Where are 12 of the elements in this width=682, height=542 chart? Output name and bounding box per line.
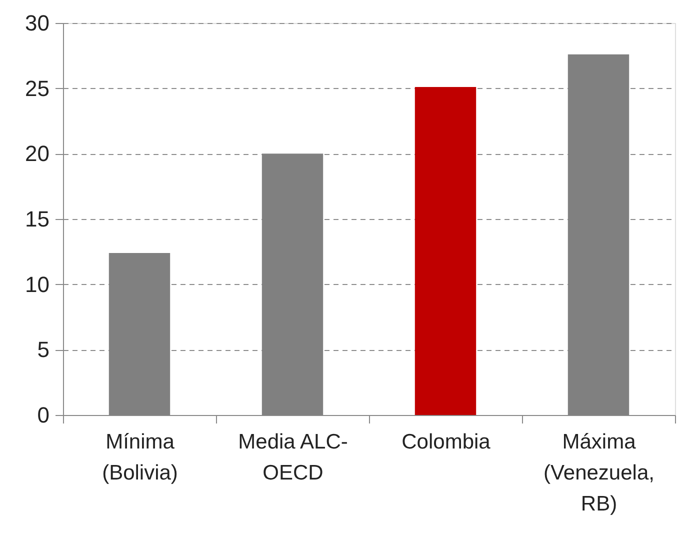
x-tick-label: Mínima (Bolivia) <box>102 430 178 484</box>
x-tick-label: Media ALC-OECD <box>238 430 348 484</box>
y-tick-label: 25 <box>25 76 50 101</box>
bar <box>414 87 476 415</box>
y-tick-label: 15 <box>25 206 50 232</box>
y-tick-label: 20 <box>25 141 50 166</box>
y-tick-label: 10 <box>25 272 50 297</box>
y-tick-label: 5 <box>37 337 50 362</box>
y-tick-label: 0 <box>37 402 50 428</box>
x-tick-label: Colombia <box>402 430 491 454</box>
y-tick-label: 30 <box>25 10 50 36</box>
x-tick-label: Máxima (Venezuela, RB) <box>544 430 654 516</box>
